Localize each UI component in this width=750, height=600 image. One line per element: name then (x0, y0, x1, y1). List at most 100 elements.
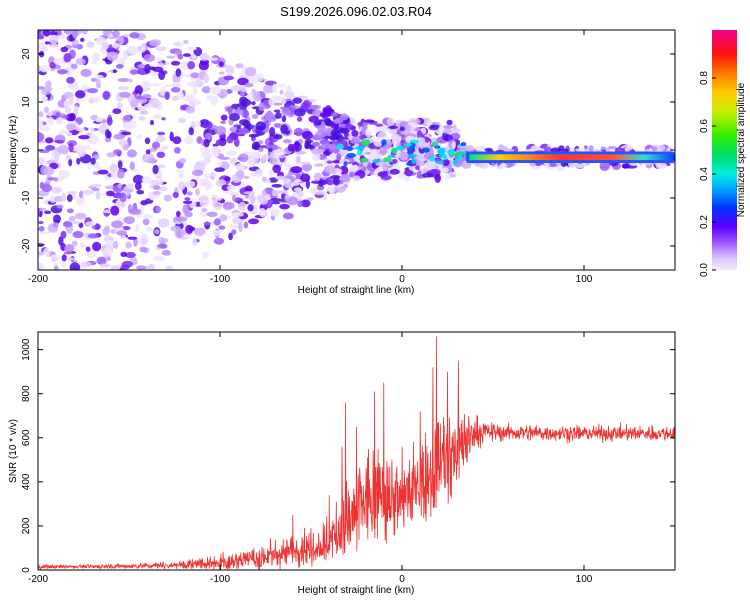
spectrogram-blob (111, 220, 123, 229)
spectrogram-blob (165, 84, 177, 88)
spectrogram-x-axis-label: Height of straight line (km) (298, 285, 415, 296)
spectrogram-blob (157, 177, 164, 186)
spectrogram-blob (173, 81, 179, 87)
colorbar: 0.0 0.2 0.4 0.6 0.8 Normalized spectral ampl… (699, 30, 747, 277)
spectrogram-blob (80, 241, 87, 249)
spectrogram-blob (301, 130, 313, 140)
spectrogram-blob (391, 133, 401, 143)
spectrogram-y-tick-label: 0 (21, 147, 32, 153)
spectrogram-blob (277, 190, 289, 194)
spectrogram-blob (339, 158, 351, 163)
spectrogram-blob (332, 176, 340, 186)
spectrogram-blob (95, 117, 104, 123)
spectrogram-blob (149, 39, 162, 47)
spectrogram-blob (282, 178, 292, 184)
spectrogram-blob (42, 30, 51, 37)
spectrogram-blob (133, 237, 138, 247)
spectrogram-blob (38, 132, 45, 142)
spectrogram-blob (161, 117, 166, 121)
spectrogram-blob (404, 174, 410, 183)
spectrogram-blob (53, 139, 65, 144)
spectrogram-blob (282, 138, 292, 144)
spectrogram-blob (152, 164, 159, 175)
spectrogram-blob (292, 97, 303, 104)
snr-y-axis-label: SNR (10 * v/v) (8, 419, 19, 483)
spectrogram-blob (281, 107, 292, 117)
spectrogram-blob (188, 94, 194, 103)
spectrogram-hotspot (389, 161, 394, 165)
spectrogram-hotspot (442, 153, 448, 161)
spectrogram-blob (71, 240, 78, 247)
spectrogram-blob (262, 128, 270, 133)
snr-series-line (38, 336, 675, 570)
snr-y-tick-label: 400 (21, 473, 32, 490)
spectrogram-blob (161, 249, 171, 256)
spectrogram-blob (45, 80, 52, 88)
spectrogram-blob (255, 121, 267, 131)
spectrogram-blob (238, 201, 247, 212)
spectrogram-blob (193, 120, 201, 128)
spectrogram-blob (229, 191, 240, 197)
spectrogram-blob (218, 225, 226, 230)
spectrogram-blob (228, 232, 233, 241)
spectrogram-blob (235, 63, 244, 69)
spectrogram-hotspot (356, 149, 363, 156)
spectrogram-blob (236, 106, 241, 115)
spectrogram-blob (97, 169, 109, 175)
spectrogram-blob (49, 61, 56, 69)
spectrogram-blob (295, 155, 301, 165)
spectrogram-blob (173, 42, 181, 46)
spectrogram-blob (269, 126, 276, 137)
snr-x-tick-label: -200 (28, 574, 48, 585)
spectrogram-blob (66, 123, 77, 129)
spectrogram-hotspot (421, 147, 431, 153)
spectrogram-blob (272, 164, 282, 174)
spectrogram-blob (130, 99, 139, 108)
snr-frame (37, 331, 676, 571)
spectrogram-y-tick-label: 20 (21, 48, 32, 60)
spectrogram-blob (261, 189, 267, 196)
spectrogram-blob (209, 86, 222, 95)
spectrogram-blob (348, 136, 353, 141)
spectrogram-blob (361, 128, 366, 135)
spectrogram-blob (415, 118, 421, 125)
spectrogram-blob (136, 134, 143, 140)
spectrogram-blob (112, 30, 120, 38)
spectrogram-blob (196, 136, 203, 144)
spectrogram-hotspot (452, 159, 458, 166)
spectrogram-blob (237, 77, 249, 86)
spectrogram-blob (218, 156, 231, 160)
spectrogram-blob (38, 110, 44, 118)
spectrogram-blob (308, 187, 319, 194)
spectrogram-blob (55, 117, 64, 125)
spectrogram-blob (215, 179, 227, 187)
spectrogram-blob (71, 30, 79, 39)
spectrogram-blob (243, 191, 256, 195)
spectrogram-blob (373, 137, 383, 147)
spectrogram-blob (103, 235, 114, 243)
spectrogram-blob (90, 77, 98, 82)
spectrogram-blob (75, 98, 82, 102)
spectrogram-blob (601, 146, 607, 151)
spectrogram-blob (154, 228, 160, 235)
spectrogram-blob (301, 163, 313, 172)
colorbar-tick-label: 0.0 (699, 263, 710, 277)
spectrogram-blob (136, 64, 147, 69)
spectrogram-blob (238, 153, 249, 163)
spectrogram-hotspot (411, 158, 417, 164)
spectrogram-blob (399, 126, 405, 132)
spectrogram-blob (319, 140, 328, 145)
spectrogram-blob (316, 149, 325, 154)
spectrogram-blob (231, 212, 244, 217)
spectrogram-blob (182, 200, 193, 204)
spectrogram-blob (117, 168, 125, 179)
spectrogram-blob (125, 251, 136, 259)
spectrogram-blob (296, 190, 304, 198)
spectrogram-hotspot (409, 139, 420, 144)
spectrogram-blob (135, 265, 147, 270)
spectrogram-blob (49, 31, 58, 36)
spectrogram-blob (66, 76, 75, 84)
spectrogram-blob (264, 111, 275, 121)
snr-y-tick-label: 200 (21, 517, 32, 534)
